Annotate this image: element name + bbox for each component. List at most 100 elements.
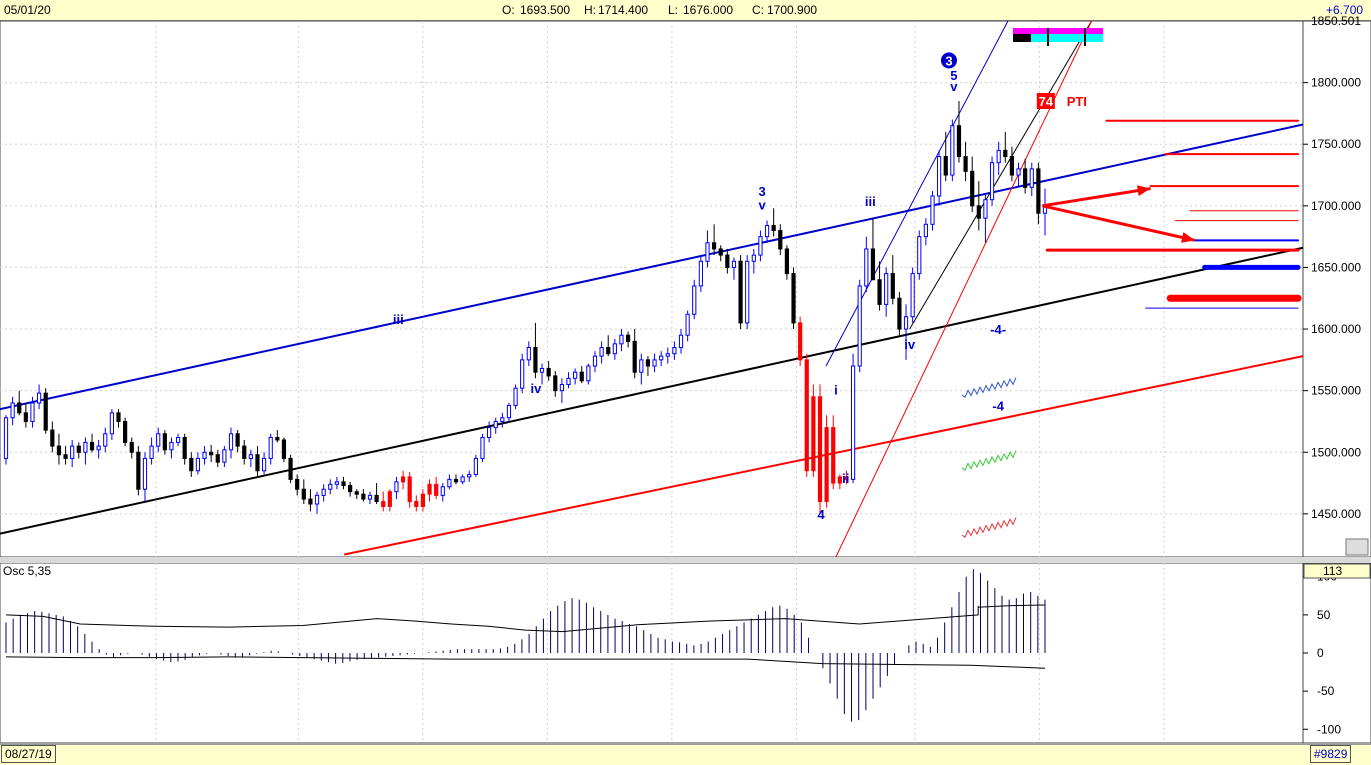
candle-body [76, 445, 81, 453]
projection-zigzag [961, 377, 1017, 398]
candle-body [361, 493, 366, 500]
osc-axis-panel [1302, 562, 1371, 744]
candle-body [619, 334, 624, 345]
candle-body [414, 501, 419, 507]
candle-body [328, 483, 333, 490]
candle-body [301, 488, 306, 500]
price-tick-label: 1450.000 [1311, 507, 1361, 521]
projection-zigzag [961, 450, 1017, 471]
trend-line [909, 20, 1093, 330]
candle-body [473, 457, 478, 475]
candle-body [539, 367, 545, 373]
candle-body [308, 498, 313, 505]
candle-body [639, 359, 644, 373]
candle-body [1029, 168, 1034, 188]
candle-body [453, 478, 459, 483]
candle-body [586, 365, 591, 382]
wave-label: 4 [818, 507, 826, 522]
candle-body [778, 229, 783, 250]
wave-label: iii [393, 312, 404, 327]
candle-body [824, 427, 829, 503]
candle-body [103, 433, 108, 447]
candle-body [692, 285, 697, 315]
candle-body [811, 396, 816, 472]
candle-body [189, 457, 194, 472]
osc-tick-label: 0 [1317, 646, 1324, 660]
candle-body [434, 483, 439, 496]
candle-body [129, 441, 134, 453]
pti-value: 74 [1039, 94, 1054, 109]
close-value: 1700.900 [767, 3, 818, 17]
low-value: 1676.000 [683, 3, 734, 17]
candle-body [30, 402, 35, 422]
candle-body [989, 162, 995, 201]
candle-body [169, 441, 174, 451]
osc-value-box [1303, 563, 1371, 579]
candle-body [162, 433, 167, 451]
candle-body [447, 478, 452, 488]
candle-body [209, 451, 214, 456]
candle-body [36, 392, 42, 404]
target-arrow [1042, 187, 1151, 208]
candle-body [751, 254, 756, 262]
candle-body [281, 439, 287, 459]
candle-body [354, 491, 359, 495]
candle-body [712, 242, 717, 250]
candle-body [612, 343, 617, 355]
candle-body [182, 436, 187, 459]
circled-wave-label: 3 [945, 53, 952, 68]
candle-body [573, 371, 578, 379]
candle-body [553, 375, 558, 392]
candle-body [725, 254, 730, 268]
candle-body [295, 478, 300, 490]
candle-body [1009, 156, 1015, 176]
candle-body [698, 260, 703, 287]
candle-body [983, 199, 988, 219]
wave-label: -4- [990, 322, 1006, 337]
candle-body [1036, 168, 1041, 214]
wave-label: 3 [759, 184, 766, 199]
price-top-label: 1850.501 [1311, 14, 1361, 28]
candle-body [652, 359, 657, 367]
wave-label: 5 [950, 68, 957, 83]
candle-body [685, 313, 690, 336]
candle-body [381, 501, 386, 507]
candle-body [678, 334, 684, 349]
candle-body [546, 367, 551, 377]
target-arrow [1042, 204, 1196, 242]
osc-signal-line [5, 604, 1046, 633]
candle-body [864, 248, 869, 287]
candle-body [903, 316, 909, 330]
price-tick-label: 1550.000 [1311, 384, 1361, 398]
candle-body [228, 433, 234, 451]
candle-body [850, 365, 856, 480]
candle-body [460, 476, 465, 483]
close-label: C: [752, 3, 764, 17]
wave-label: i [834, 382, 838, 397]
candle-body [705, 242, 710, 262]
candle-body [149, 445, 154, 459]
osc-signal-line-2 [5, 656, 1046, 669]
price-tick-label: 1650.000 [1311, 260, 1361, 274]
candle-body [480, 436, 485, 459]
candle-body [215, 454, 220, 463]
price-tick-label: 1500.000 [1311, 445, 1361, 459]
candle-body [175, 436, 181, 443]
candle-body [970, 170, 975, 207]
candle-body [400, 476, 406, 483]
candle-body [625, 334, 631, 342]
open-value: 1693.500 [520, 3, 571, 17]
candle-body [467, 473, 472, 478]
candle-body [387, 491, 392, 507]
target-arrowhead [1181, 232, 1195, 243]
candle-body [500, 417, 505, 422]
candle-body [764, 225, 770, 238]
candle-body [718, 248, 723, 256]
channel-line [0, 123, 1304, 411]
candle-body [976, 205, 981, 219]
oscillator-title: Osc 5,35 [3, 564, 51, 578]
candle-body [493, 420, 498, 429]
wave-label: iii [865, 194, 876, 209]
